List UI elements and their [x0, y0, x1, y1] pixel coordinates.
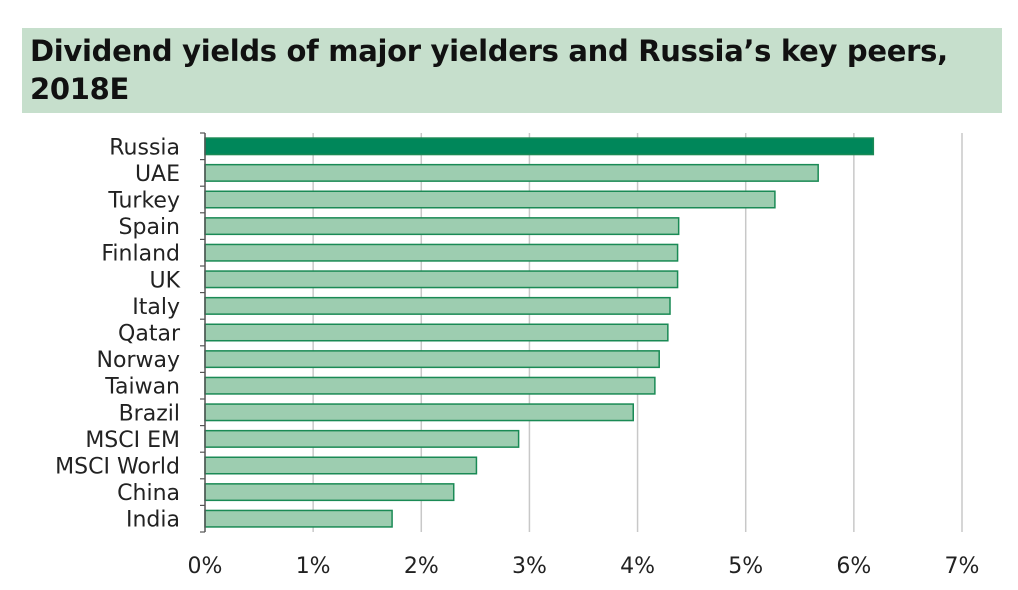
category-label: Brazil — [119, 401, 180, 426]
category-label: MSCI World — [55, 455, 180, 480]
bar-uk — [204, 270, 679, 289]
axes — [200, 132, 206, 533]
category-label: Russia — [109, 135, 180, 160]
chart-title: Dividend yields of major yielders and Ru… — [30, 34, 948, 106]
category-label: MSCI EM — [85, 428, 180, 453]
bar-brazil — [204, 403, 634, 422]
category-labels: RussiaUAETurkeySpainFinlandUKItalyQatarN… — [55, 135, 181, 532]
category-label: Qatar — [118, 322, 181, 347]
x-tick-label: 0% — [188, 554, 223, 579]
x-tick-label: 3% — [512, 554, 547, 579]
x-tick-label: 1% — [296, 554, 331, 579]
category-label: Taiwan — [104, 375, 180, 400]
x-tick-label: 7% — [945, 554, 980, 579]
bar-spain — [204, 217, 680, 236]
bar-msci-em — [204, 429, 520, 448]
bar-turkey — [204, 190, 776, 209]
bar-india — [204, 509, 393, 528]
bar-russia — [204, 137, 875, 156]
category-label: India — [126, 508, 180, 533]
chart-title-box: Dividend yields of major yielders and Ru… — [22, 28, 1002, 113]
category-label: UK — [149, 268, 180, 293]
bar-italy — [204, 296, 671, 315]
bars — [204, 137, 875, 528]
x-tick-label: 6% — [836, 554, 871, 579]
category-label: Norway — [97, 348, 180, 373]
bar-msci-world — [204, 456, 478, 475]
x-tick-label: 2% — [404, 554, 439, 579]
x-tick-label: 4% — [620, 554, 655, 579]
category-label: UAE — [135, 162, 180, 187]
tick-labels: 0% 1% 2% 3% 4% 5% 6% 7% — [188, 554, 980, 579]
category-label: China — [117, 481, 180, 506]
category-label: Finland — [101, 242, 180, 267]
category-label: Italy — [132, 295, 180, 320]
bar-finland — [204, 243, 679, 262]
bar-china — [204, 483, 455, 502]
x-tick-label: 5% — [728, 554, 763, 579]
bar-norway — [204, 350, 660, 369]
bar-uae — [204, 163, 819, 182]
category-label: Spain — [119, 215, 180, 240]
bar-taiwan — [204, 376, 656, 395]
category-label: Turkey — [107, 189, 180, 214]
bar-qatar — [204, 323, 669, 342]
